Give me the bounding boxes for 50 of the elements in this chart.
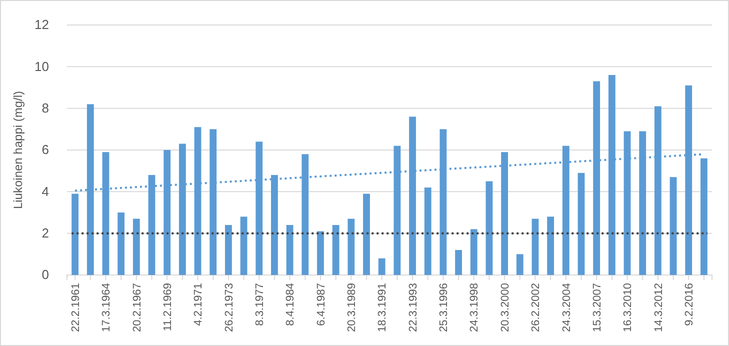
bar [348, 218, 355, 275]
x-tick-label: 8.3.1977 [254, 283, 266, 326]
bar [516, 254, 524, 275]
x-tick-label: 22.2.1961 [70, 283, 82, 332]
bar [486, 181, 493, 275]
x-tick-label: 16.3.2010 [622, 283, 634, 332]
x-tick-label: 20.2.1967 [131, 283, 144, 332]
x-tick-label: 6.4.1987 [315, 283, 328, 326]
x-tick-label: 26.2.1973 [223, 283, 236, 332]
y-tick-label: 12 [34, 17, 49, 32]
x-tick-label: 26.2.2002 [530, 283, 542, 332]
x-tick-label: 14.3.2012 [652, 283, 665, 332]
bar [363, 194, 370, 275]
x-tick-label: 4.2.1971 [192, 283, 205, 326]
x-tick-label: 17.3.1964 [100, 283, 113, 332]
bar [118, 212, 125, 275]
bar [72, 194, 79, 275]
bar [470, 229, 478, 275]
y-axis-title: Liukoinen happi (mg/l) [11, 90, 25, 210]
bar [670, 177, 677, 275]
bar [455, 250, 462, 275]
bar [132, 218, 140, 275]
x-tick-label: 15.3.2007 [591, 283, 604, 332]
bar [317, 231, 324, 275]
bar [424, 188, 432, 275]
bar [286, 225, 294, 275]
x-tick-label: 8.4.1984 [284, 283, 297, 326]
x-tick-label: 11.2.1969 [162, 283, 174, 332]
x-tick-label: 25.3.1996 [438, 283, 450, 332]
y-tick-label: 4 [42, 184, 49, 199]
bar [240, 216, 248, 275]
bar [700, 158, 708, 275]
bar [578, 172, 585, 275]
x-tick-label: 22.3.1993 [407, 283, 420, 332]
x-tick-label: 20.3.2000 [499, 283, 512, 332]
bar [547, 216, 554, 275]
x-tick-label: 18.3.1991 [376, 283, 389, 332]
bar [332, 225, 340, 275]
bar [378, 258, 386, 275]
y-tick-label: 6 [42, 142, 49, 158]
x-tick-label: 20.3.1989 [346, 283, 358, 332]
y-tick-label: 10 [34, 58, 49, 74]
y-tick-label: 0 [42, 267, 49, 282]
x-tick-label: 24.3.2004 [560, 283, 573, 332]
x-tick-label: 24.3.1998 [468, 283, 481, 332]
bar [532, 218, 539, 275]
x-tick-label: 9.2.2016 [683, 283, 696, 326]
y-tick-label: 8 [42, 100, 49, 116]
y-tick-label: 2 [42, 225, 49, 240]
bar [224, 225, 232, 275]
